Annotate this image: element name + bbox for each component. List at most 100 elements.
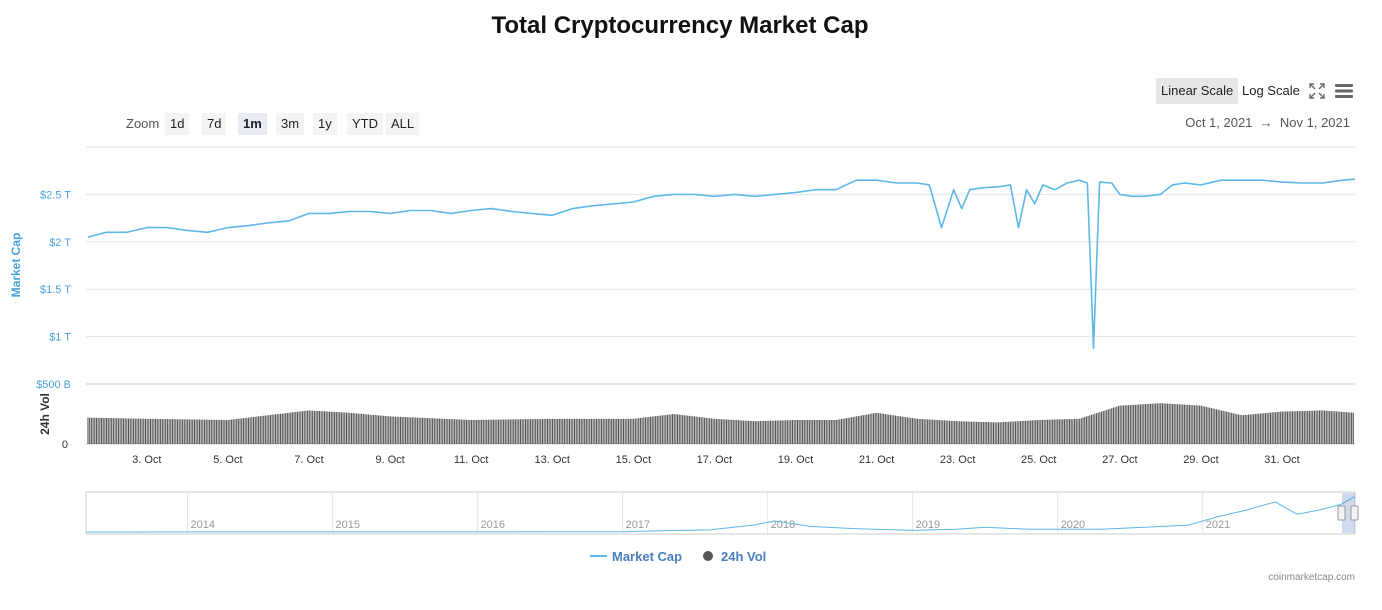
- date-range-to[interactable]: Nov 1, 2021: [1279, 115, 1350, 130]
- volume-bar: [263, 415, 265, 444]
- navigator-right-handle[interactable]: [1350, 505, 1359, 521]
- volume-bar: [1050, 419, 1052, 444]
- linear-scale-button[interactable]: Linear Scale: [1156, 78, 1239, 104]
- x-tick-label: 7. Oct: [294, 454, 323, 466]
- legend-item-volume[interactable]: 24h Vol: [703, 549, 766, 564]
- credits-link[interactable]: coinmarketcap.com: [1268, 572, 1355, 583]
- volume-bar: [1286, 411, 1288, 444]
- volume-bar: [1068, 419, 1071, 444]
- volume-bar: [1291, 411, 1294, 444]
- volume-bar: [1139, 404, 1142, 444]
- volume-bar: [274, 414, 277, 444]
- volume-bar: [714, 418, 716, 444]
- volume-bar: [410, 417, 412, 444]
- volume-bar: [1202, 406, 1204, 444]
- zoom-7d-button[interactable]: 7d: [202, 113, 227, 135]
- navigator-selection[interactable]: [1342, 493, 1355, 533]
- volume-bar: [459, 419, 461, 444]
- volume-bar: [305, 410, 307, 444]
- volume-bar: [1227, 412, 1229, 444]
- volume-bar: [215, 419, 217, 444]
- volume-bar: [552, 418, 554, 444]
- fullscreen-icon[interactable]: [1308, 82, 1326, 100]
- hamburger-menu-icon[interactable]: [1334, 82, 1354, 100]
- volume-bar: [112, 418, 114, 444]
- volume-bar: [371, 414, 373, 444]
- volume-bar: [742, 420, 745, 444]
- volume-bar: [1033, 420, 1035, 444]
- volume-bar: [1158, 403, 1160, 444]
- volume-bar: [908, 417, 910, 444]
- zoom-ytd-button[interactable]: YTD: [347, 113, 383, 135]
- volume-bar: [771, 420, 773, 444]
- volume-bar: [197, 419, 199, 444]
- volume-bar: [293, 412, 295, 444]
- volume-bar: [1026, 420, 1028, 444]
- zoom-1m-button[interactable]: 1m: [238, 113, 267, 135]
- volume-bar: [1226, 411, 1228, 444]
- volume-bar: [1011, 421, 1013, 444]
- zoom-all-button[interactable]: ALL: [386, 113, 420, 135]
- volume-bar: [188, 419, 190, 444]
- volume-bar: [884, 414, 886, 444]
- volume-bar: [869, 413, 871, 444]
- volume-bar: [729, 419, 731, 444]
- volume-bar: [955, 421, 957, 444]
- volume-bar: [413, 417, 415, 444]
- volume-bar: [1329, 410, 1331, 444]
- volume-bar: [573, 418, 576, 444]
- volume-bar: [646, 417, 648, 444]
- volume-bar: [1163, 403, 1165, 444]
- volume-bar: [281, 413, 283, 444]
- volume-bar: [751, 421, 753, 444]
- volume-bar: [763, 420, 765, 444]
- volume-bar: [1008, 421, 1010, 444]
- zoom-1d-button[interactable]: 1d: [165, 113, 190, 135]
- volume-bar: [712, 418, 714, 444]
- volume-bar: [595, 418, 598, 444]
- volume-bar: [781, 420, 783, 444]
- volume-bar: [384, 415, 386, 444]
- volume-bar: [599, 418, 601, 444]
- navigator[interactable]: 2014 2015 2016 2017 2018 2019 2020 2021: [85, 491, 1359, 535]
- navigator-left-handle[interactable]: [1337, 505, 1346, 521]
- volume-bar: [649, 416, 652, 444]
- volume-bar: [847, 417, 849, 444]
- volume-bar: [330, 411, 332, 444]
- volume-bar: [1313, 410, 1316, 444]
- volume-bar: [739, 420, 741, 444]
- volume-bar: [1229, 412, 1231, 444]
- zoom-1y-button[interactable]: 1y: [313, 113, 337, 135]
- volume-bar: [1117, 406, 1120, 444]
- volume-bar: [394, 416, 397, 444]
- volume-bar: [369, 414, 371, 444]
- x-tick-label: 27. Oct: [1102, 454, 1137, 466]
- volume-bar: [555, 418, 557, 444]
- volume-bar: [433, 418, 435, 444]
- volume-bar: [161, 419, 163, 444]
- volume-bar: [536, 419, 538, 444]
- volume-bar: [253, 416, 255, 444]
- legend-item-market-cap[interactable]: Market Cap: [590, 549, 682, 564]
- volume-bar: [207, 419, 209, 444]
- volume-bar: [979, 421, 981, 444]
- volume-bar: [773, 420, 775, 444]
- volume-bar: [780, 420, 782, 444]
- volume-bar: [474, 419, 476, 444]
- zoom-3m-button[interactable]: 3m: [276, 113, 305, 135]
- volume-bar: [153, 418, 155, 444]
- volume-bar: [229, 419, 231, 444]
- x-tick-label: 15. Oct: [616, 454, 651, 466]
- y-tick-label: $500 B: [36, 379, 71, 391]
- volume-bar: [516, 419, 518, 444]
- date-range-from[interactable]: Oct 1, 2021: [1185, 115, 1253, 130]
- y-axis-title-volume: 24h Vol: [38, 393, 52, 435]
- volume-bar: [930, 419, 932, 444]
- volume-bar: [1045, 419, 1047, 444]
- navigator-scrollbar[interactable]: [86, 533, 1355, 535]
- volume-bar: [1021, 420, 1023, 444]
- volume-bar: [933, 419, 935, 444]
- log-scale-button[interactable]: Log Scale: [1242, 83, 1300, 98]
- volume-bar: [747, 420, 750, 444]
- volume-bar: [803, 420, 805, 444]
